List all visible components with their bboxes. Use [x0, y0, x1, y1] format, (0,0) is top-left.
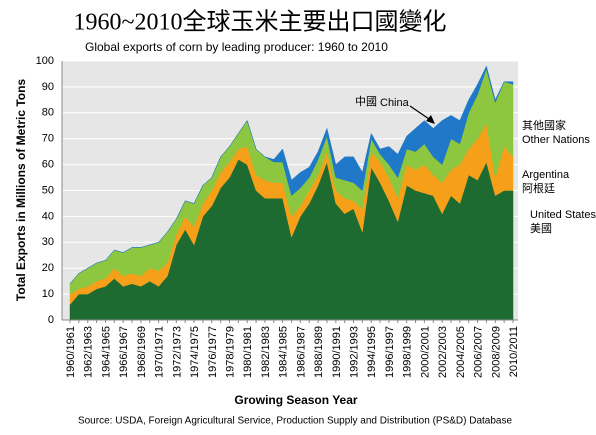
legend-label: 其他國家 — [522, 118, 566, 132]
x-tick-label: 1978/1979 — [224, 326, 236, 378]
x-tick-label: 1988/1989 — [313, 326, 325, 378]
x-axis-label: Growing Season Year — [234, 393, 357, 407]
legend-label: Other Nations — [522, 134, 590, 146]
x-tick-label: 1970/1971 — [154, 326, 166, 378]
legend-label: 阿根廷 — [522, 181, 555, 195]
y-tick-label: 0 — [48, 314, 54, 326]
x-tick-label: 2010/2011 — [508, 326, 520, 377]
x-tick-label: 2006/2007 — [473, 326, 485, 378]
x-tick-label: 1960/1961 — [65, 326, 77, 378]
x-tick-label: 2008/2009 — [490, 326, 502, 378]
y-tick-label: 80 — [42, 107, 54, 119]
x-tick-label: 1990/1991 — [331, 326, 343, 378]
x-tick-label: 1972/1973 — [171, 326, 183, 378]
area — [69, 65, 514, 284]
y-axis-label: Total Exports in Millions of Metric Tons — [14, 79, 28, 302]
x-tick-label: 1998/1999 — [402, 326, 414, 378]
x-tick-label: 1962/1963 — [83, 326, 95, 378]
y-tick-label: 70 — [42, 133, 54, 145]
y-tick-label: 100 — [36, 55, 54, 67]
x-tick-label: 1968/1969 — [136, 326, 148, 378]
y-tick-label: 20 — [42, 262, 54, 274]
legend-label: Argentina — [522, 169, 570, 181]
x-tick-label: 2002/2003 — [437, 326, 449, 378]
chart-title: 1960~2010全球玉米主要出口國變化 — [74, 9, 447, 36]
chart-subtitle: Global exports of corn by leading produc… — [85, 40, 388, 54]
y-tick-label: 30 — [42, 236, 54, 248]
legend-label: United States — [530, 209, 596, 221]
legend-label: China — [380, 97, 410, 109]
china-arrow — [409, 105, 435, 124]
source-note: Source: USDA, Foreign Agricultural Servi… — [78, 416, 513, 427]
y-tick-label: 90 — [42, 81, 54, 93]
legend-label: 中國 — [355, 95, 377, 108]
x-tick-label: 1984/1985 — [278, 326, 290, 378]
x-tick-label: 1980/1981 — [242, 326, 254, 378]
x-tick-label: 1992/1993 — [349, 326, 361, 378]
x-tick-label: 1982/1983 — [260, 326, 272, 378]
x-tick-label: 1974/1975 — [189, 326, 201, 378]
x-tick-label: 1986/1987 — [295, 326, 307, 378]
y-tick-label: 50 — [42, 184, 54, 196]
x-tick-label: 1964/1965 — [100, 326, 112, 378]
y-tick-label: 10 — [42, 288, 54, 300]
x-tick-label: 1996/1997 — [384, 326, 396, 378]
x-tick-label: 2004/2005 — [455, 326, 467, 378]
y-tick-label: 60 — [42, 159, 54, 171]
x-tick-label: 2000/2001 — [419, 326, 431, 378]
x-tick-label: 1966/1967 — [118, 326, 130, 378]
x-tick-label: 1976/1977 — [207, 326, 219, 378]
x-tick-label: 1994/1995 — [366, 326, 378, 378]
legend-label: 美國 — [530, 222, 552, 235]
y-tick-label: 40 — [42, 210, 54, 222]
